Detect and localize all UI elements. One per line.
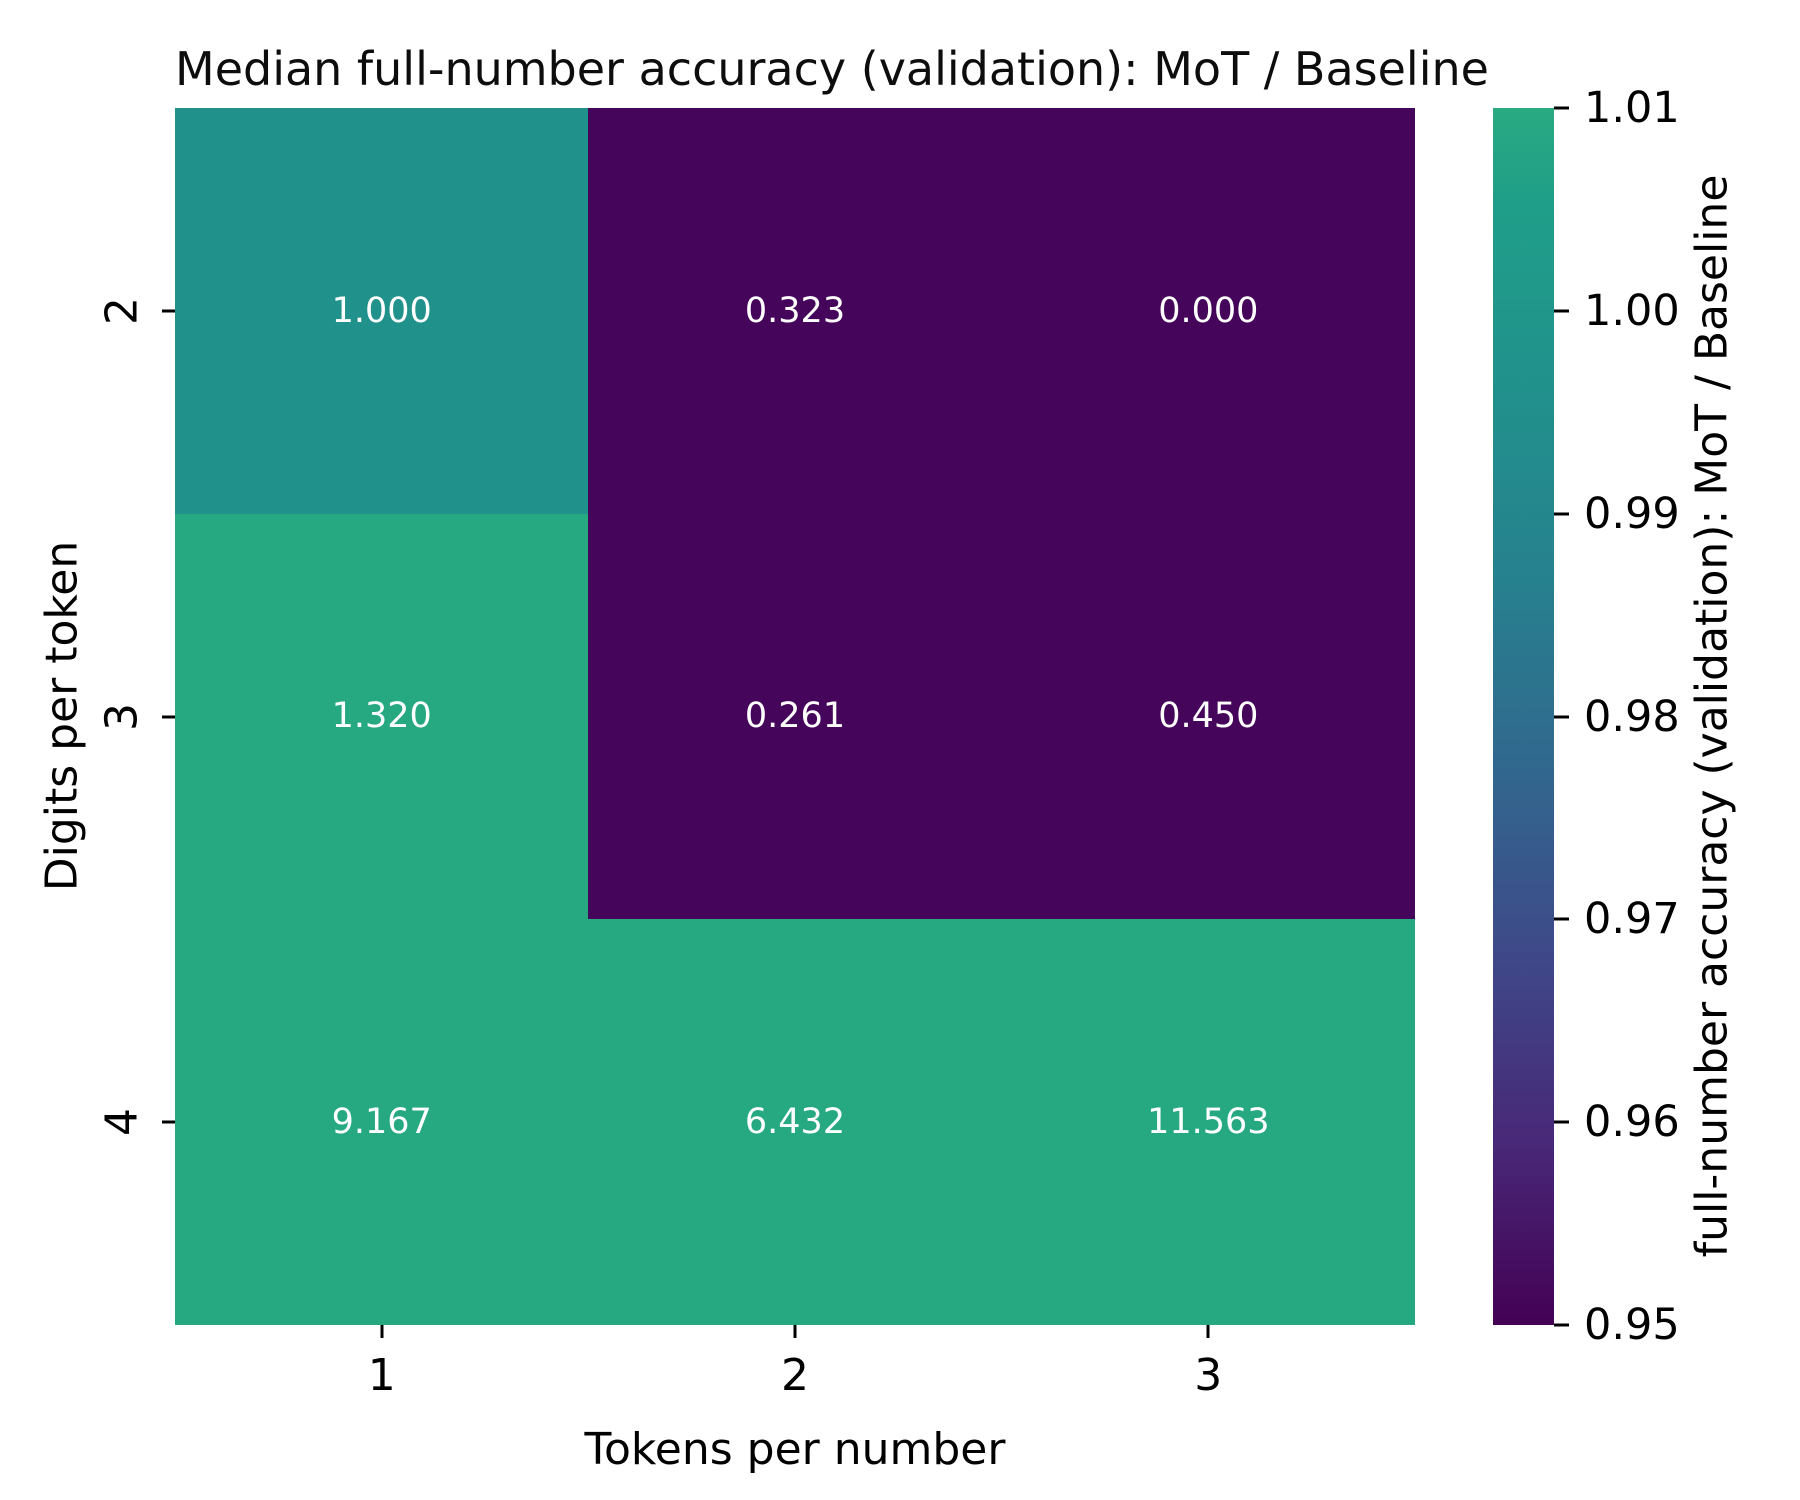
colorbar-tick-mark [1554,106,1569,110]
cell-value: 0.261 [744,696,846,737]
heatmap-cell-r4c1: 9.167 [175,919,589,1325]
heatmap-cell-r4c3: 11.563 [1001,919,1415,1325]
heatmap-cell-r3c2: 0.261 [588,513,1002,920]
colorbar-tick-mark [1554,917,1569,921]
heatmap-cell-r3c3: 0.450 [1001,513,1415,920]
colorbar-tick-label: 1.01 [1584,83,1680,133]
colorbar-tick-label: 1.00 [1584,285,1680,336]
heatmap-cell-r2c3: 0.000 [1001,108,1415,514]
heatmap-cell-r2c1: 1.000 [175,108,589,514]
colorbar-tick-label: 0.99 [1584,488,1680,539]
y-tick-mark [162,309,175,313]
y-tick-mark [162,1120,175,1124]
colorbar-tick-mark [1554,1120,1569,1124]
heatmap-cell-r3c1: 1.320 [175,513,589,920]
colorbar-label: full-number accuracy (validation): MoT /… [1686,174,1738,1258]
colorbar-gradient [1493,108,1554,1325]
cell-value: 9.167 [331,1102,432,1143]
cell-value: 0.450 [1158,696,1259,737]
colorbar-tick-label: 0.96 [1584,1097,1680,1148]
y-tick-label-3: 3 [96,702,148,731]
colorbar-tick-mark [1554,512,1569,516]
heatmap-cell-r2c2: 0.323 [588,108,1002,514]
x-tick-label-1: 1 [367,1350,396,1401]
y-tick-label-4: 4 [96,1108,148,1137]
cell-value: 6.432 [744,1102,846,1143]
x-tick-label-3: 3 [1194,1350,1223,1401]
y-axis-label: Digits per token [36,540,88,892]
cell-value: 11.563 [1147,1102,1270,1143]
colorbar-tick-label: 0.97 [1584,894,1680,945]
y-tick-label-2: 2 [96,296,148,325]
x-tick-mark [793,1325,797,1338]
colorbar-tick-mark [1554,1323,1569,1327]
heatmap-grid: 1.000 0.323 0.000 1.320 0.261 0.450 9.16… [175,108,1415,1325]
heatmap-cell-r4c2: 6.432 [588,919,1002,1325]
colorbar-tick-mark [1554,715,1569,718]
cell-value: 1.320 [331,696,432,737]
colorbar-tick-label: 0.95 [1584,1300,1680,1350]
colorbar-tick-mark [1554,309,1569,313]
x-axis-label: Tokens per number [584,1424,1006,1475]
chart-title: Median full-number accuracy (validation)… [175,42,1489,96]
cell-value: 1.000 [331,290,432,331]
x-tick-mark [1206,1325,1210,1338]
colorbar-tick-label: 0.98 [1584,691,1680,742]
y-tick-mark [162,715,175,718]
x-tick-label-2: 2 [781,1350,809,1401]
cell-value: 0.000 [1158,290,1259,331]
x-tick-mark [380,1325,384,1338]
cell-value: 0.323 [744,290,846,331]
